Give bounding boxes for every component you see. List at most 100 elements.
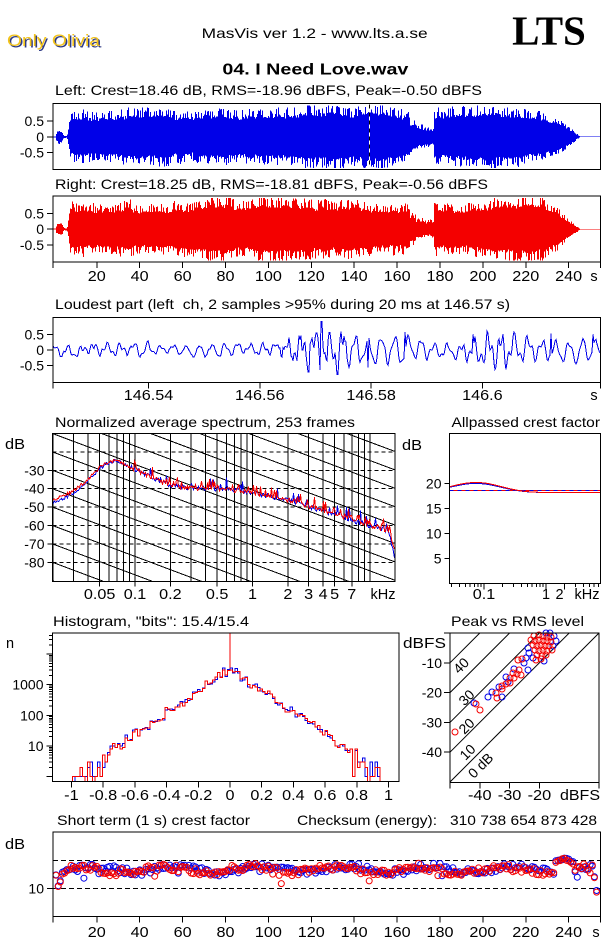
svg-text:-30: -30 [422,714,442,730]
svg-text:20: 20 [88,925,106,941]
svg-text:40: 40 [131,269,149,285]
svg-text:200: 200 [469,925,496,941]
svg-text:120: 120 [298,925,325,941]
svg-text:146.54: 146.54 [124,388,174,404]
svg-text:-0.8: -0.8 [89,788,117,804]
svg-text:dB: dB [402,438,422,454]
svg-text:kHz: kHz [371,587,396,603]
svg-text:0.8: 0.8 [346,788,369,804]
svg-text:2: 2 [555,587,563,603]
svg-text:0.05: 0.05 [84,587,116,603]
svg-text:100: 100 [255,925,282,941]
svg-text:Left: Crest=18.46 dB, RMS=-18.: Left: Crest=18.46 dB, RMS=-18.96 dBFS, P… [55,82,482,98]
svg-text:1000: 1000 [12,677,43,693]
svg-text:5: 5 [330,587,339,603]
svg-text:dB: dB [5,437,25,453]
svg-text:MasVis ver 1.2 - www.lts.a.se: MasVis ver 1.2 - www.lts.a.se [202,25,428,41]
svg-text:240: 240 [555,269,582,285]
svg-text:15: 15 [426,501,442,517]
svg-text:10: 10 [28,738,44,754]
svg-text:0: 0 [36,221,44,237]
svg-text:180: 180 [427,925,454,941]
svg-text:1: 1 [384,788,393,804]
svg-text:0.2: 0.2 [250,788,273,804]
svg-text:-0.5: -0.5 [20,237,44,253]
svg-text:Peak vs RMS level: Peak vs RMS level [451,613,584,629]
svg-text:146.56: 146.56 [235,388,285,404]
svg-text:180: 180 [427,269,454,285]
svg-text:0: 0 [226,788,235,804]
svg-text:0.1: 0.1 [124,587,147,603]
svg-text:-0.6: -0.6 [121,788,149,804]
svg-text:0.5: 0.5 [25,206,45,222]
svg-text:7: 7 [347,587,356,603]
svg-text:60: 60 [174,269,192,285]
svg-text:0.5: 0.5 [206,587,229,603]
svg-text:3: 3 [304,587,313,603]
svg-text:146.58: 146.58 [346,388,396,404]
svg-text:5: 5 [434,551,442,567]
svg-text:200: 200 [469,269,496,285]
svg-text:Loudest part (left ch, 2 samp: Loudest part (left ch, 2 samples >95% du… [55,296,510,312]
svg-text:n: n [6,636,14,652]
svg-text:0: 0 [36,342,44,358]
svg-text:-30: -30 [24,462,44,478]
svg-text:20: 20 [426,476,442,492]
svg-text:s: s [592,925,599,941]
svg-text:80: 80 [217,269,235,285]
svg-text:20: 20 [88,269,106,285]
svg-text:Short term (1 s) crest factor: Short term (1 s) crest factor [57,812,250,828]
svg-text:-40: -40 [422,744,442,760]
svg-text:80: 80 [217,925,235,941]
svg-text:-80: -80 [24,554,44,570]
svg-text:100: 100 [255,269,282,285]
svg-text:0.2: 0.2 [159,587,182,603]
svg-text:240: 240 [555,925,582,941]
svg-text:2: 2 [283,587,292,603]
svg-text:-50: -50 [24,499,44,515]
svg-text:146.6: 146.6 [462,388,503,404]
svg-text:04. I Need Love.wav: 04. I Need Love.wav [222,62,408,79]
svg-text:-0.5: -0.5 [20,145,44,161]
svg-text:-0.5: -0.5 [20,358,44,374]
svg-text:10: 10 [426,526,442,542]
svg-text:0.1: 0.1 [473,587,496,603]
svg-text:-40: -40 [24,481,44,497]
svg-text:Histogram, "bits": 15.4/15.4: Histogram, "bits": 15.4/15.4 [53,613,249,629]
svg-text:-10: -10 [422,655,442,671]
svg-text:100: 100 [20,707,44,723]
svg-text:0.4: 0.4 [282,788,305,804]
svg-text:-0.4: -0.4 [153,788,181,804]
svg-text:0.5: 0.5 [25,326,45,342]
svg-text:-0.2: -0.2 [184,788,212,804]
svg-text:Allpassed crest factor: Allpassed crest factor [452,414,601,430]
svg-text:140: 140 [341,925,368,941]
svg-text:Right: Crest=18.25 dB, RMS=-18: Right: Crest=18.25 dB, RMS=-18.81 dBFS, … [55,176,488,192]
svg-text:120: 120 [298,269,325,285]
svg-text:-30: -30 [498,788,522,804]
svg-text:0.5: 0.5 [25,113,45,129]
svg-text:220: 220 [512,925,539,941]
svg-text:-1: -1 [64,788,79,804]
svg-text:dB: dB [5,837,25,853]
svg-text:dBFS: dBFS [403,636,446,652]
svg-text:-60: -60 [24,518,44,534]
svg-text:kHz: kHz [575,587,600,603]
svg-text:10: 10 [28,880,44,896]
svg-text:s: s [590,388,597,404]
svg-text:LTS: LTS [512,8,586,54]
svg-text:0.6: 0.6 [314,788,337,804]
svg-text:0: 0 [36,129,44,145]
svg-text:Only Olivia: Only Olivia [7,31,101,50]
svg-text:s: s [590,269,597,285]
svg-text:-40: -40 [468,788,492,804]
svg-text:1: 1 [248,587,257,603]
svg-text:4: 4 [319,587,328,603]
svg-text:-20: -20 [422,685,442,701]
svg-text:60: 60 [174,925,192,941]
svg-text:Checksum (energy): 310 738 6: Checksum (energy): 310 738 654 873 428 [297,812,597,828]
svg-text:140: 140 [341,269,368,285]
svg-text:-70: -70 [24,536,44,552]
svg-text:-20: -20 [528,788,552,804]
svg-text:Normalized average spectrum, 2: Normalized average spectrum, 253 frames [55,414,355,430]
